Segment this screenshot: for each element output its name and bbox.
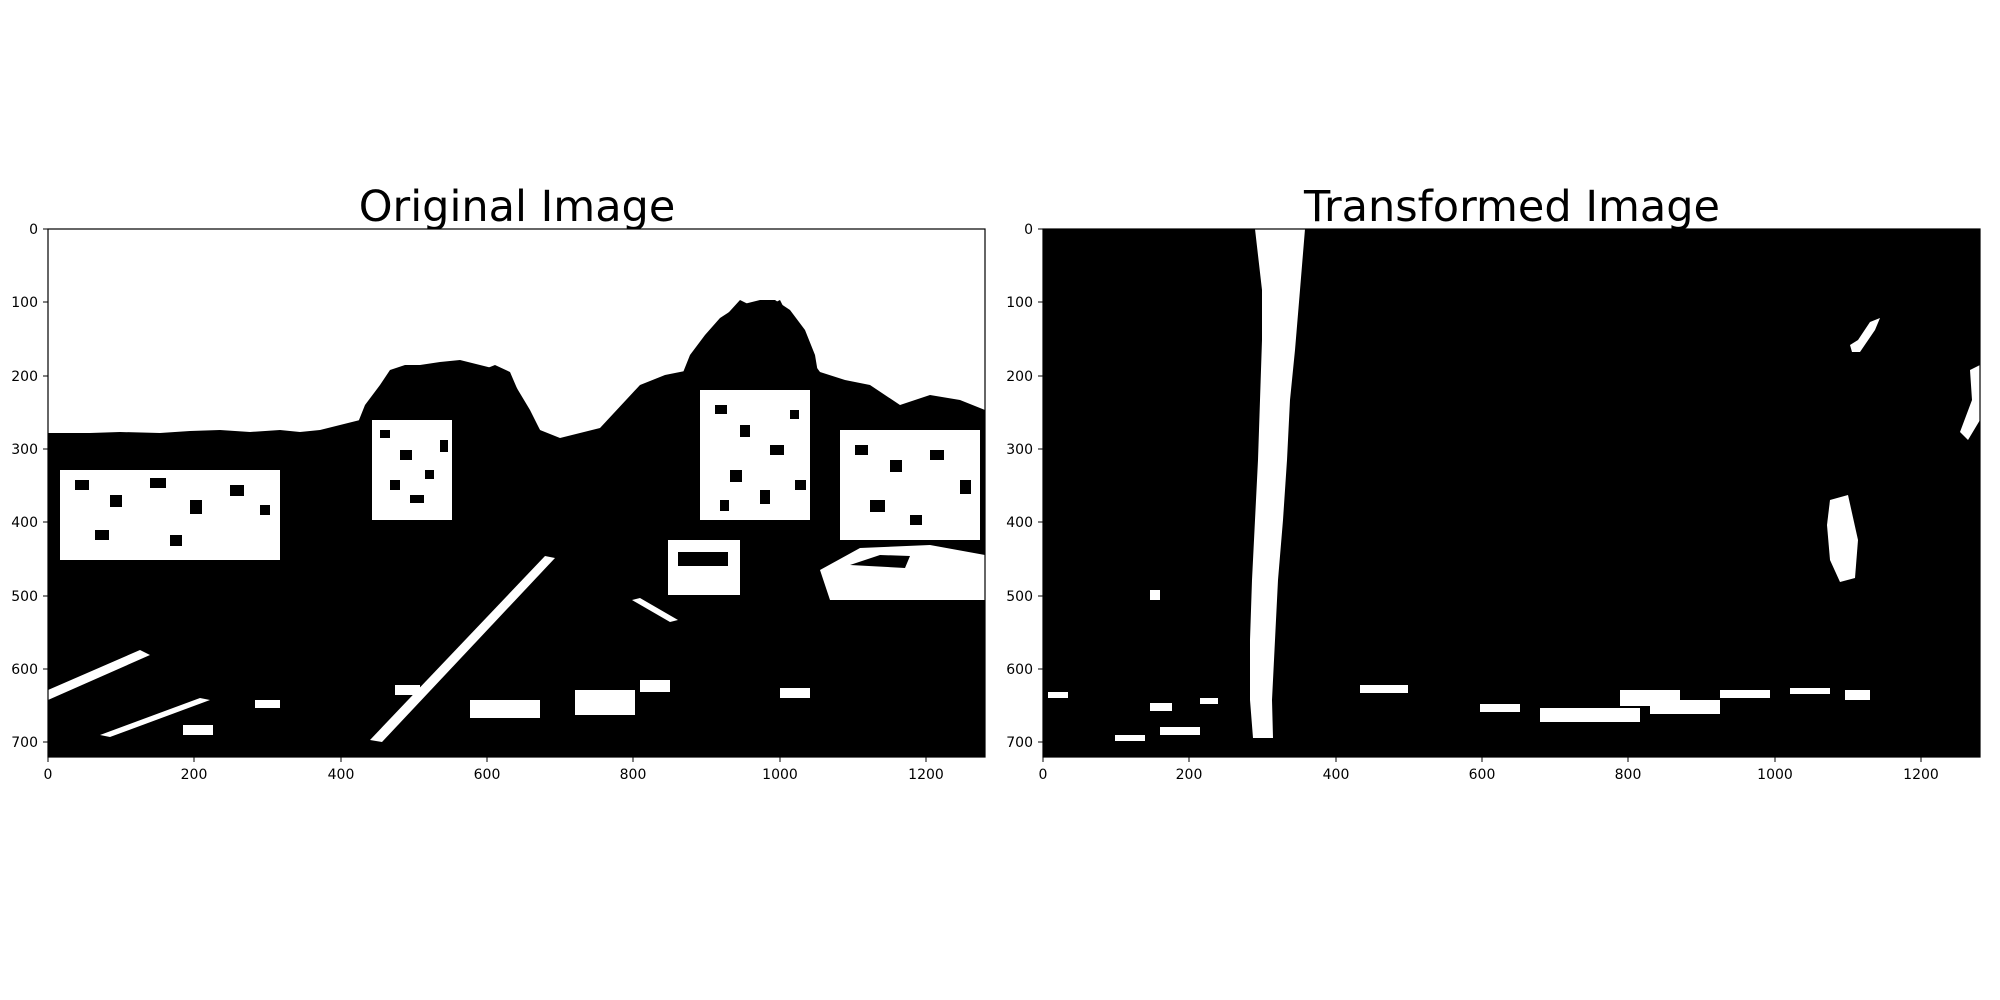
right-ytick-300: 300 [1006,442,1033,458]
left-ytick-700: 700 [11,735,38,751]
left-xtick-1000: 1000 [762,767,798,783]
left-x-axis: 0 200 400 600 800 1000 1200 [44,757,944,783]
right-ytick-400: 400 [1006,515,1033,531]
left-ytick-600: 600 [11,662,38,678]
left-xtick-0: 0 [44,767,53,783]
right-image-axes: 0 200 400 600 800 1000 1200 0 100 200 30… [1000,0,2000,800]
left-image [48,229,985,757]
left-ytick-300: 300 [11,442,38,458]
right-xtick-0: 0 [1039,767,1048,783]
right-xtick-1200: 1200 [1903,767,1939,783]
right-ytick-500: 500 [1006,589,1033,605]
left-xtick-800: 800 [620,767,647,783]
right-xtick-200: 200 [1176,767,1203,783]
left-xtick-200: 200 [181,767,208,783]
left-ytick-100: 100 [11,295,38,311]
right-ytick-700: 700 [1006,735,1033,751]
right-image [1043,229,1980,757]
right-xtick-1000: 1000 [1757,767,1793,783]
right-y-axis: 0 100 200 300 400 500 600 700 [1006,222,1043,751]
right-ytick-100: 100 [1006,295,1033,311]
right-ytick-200: 200 [1006,369,1033,385]
left-ytick-200: 200 [11,369,38,385]
left-ytick-0: 0 [29,222,38,238]
left-xtick-600: 600 [474,767,501,783]
right-ytick-0: 0 [1024,222,1033,238]
right-x-axis: 0 200 400 600 800 1000 1200 [1039,757,1939,783]
right-ytick-600: 600 [1006,662,1033,678]
left-xtick-400: 400 [328,767,355,783]
left-xtick-1200: 1200 [908,767,944,783]
left-y-axis: 0 100 200 300 400 500 600 700 [11,222,48,751]
left-ytick-500: 500 [11,589,38,605]
right-xtick-600: 600 [1469,767,1496,783]
right-xtick-400: 400 [1323,767,1350,783]
right-xtick-800: 800 [1615,767,1642,783]
left-ytick-400: 400 [11,515,38,531]
left-image-axes: 0 200 400 600 800 1000 1200 0 100 200 30… [0,0,1000,800]
